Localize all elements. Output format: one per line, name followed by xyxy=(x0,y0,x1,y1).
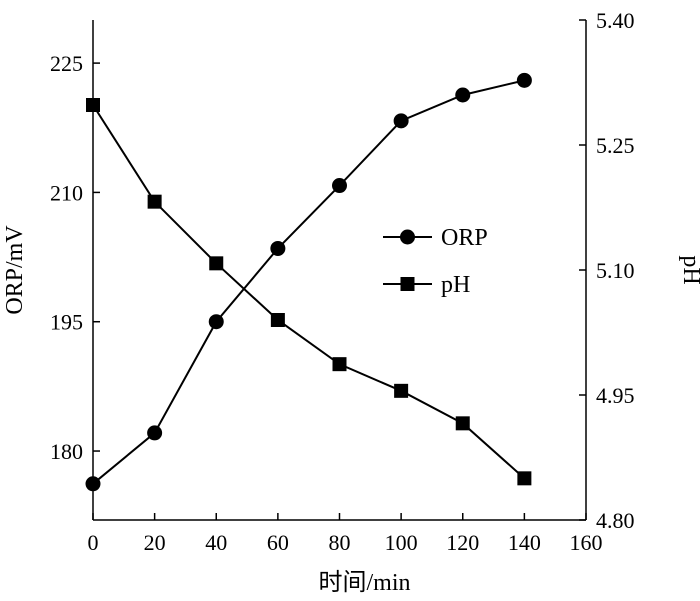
ph-point xyxy=(455,416,470,431)
right-y-tick-label: 4.95 xyxy=(596,383,635,408)
orp-point xyxy=(393,113,409,129)
right-y-tick-label: 5.40 xyxy=(596,8,635,33)
series-line-ph xyxy=(92,104,526,480)
right-y-tick-label: 5.10 xyxy=(596,258,635,283)
ph-point xyxy=(209,256,224,271)
x-tick-label: 0 xyxy=(88,530,99,555)
ph-point xyxy=(394,383,409,398)
x-tick-label: 100 xyxy=(385,530,418,555)
left-y-tick-label: 195 xyxy=(50,310,83,335)
tick-labels: 0 20 40 60 80 100 120 140 160 180 195 210 225 4.80 4.9… xyxy=(50,8,635,555)
ph-point xyxy=(270,313,285,327)
tick-marks xyxy=(92,19,587,521)
ph-point xyxy=(86,98,100,112)
legend-label: ORP xyxy=(441,225,488,251)
x-tick-label: 60 xyxy=(267,530,289,555)
x-tick-label: 20 xyxy=(144,530,166,555)
ph-point xyxy=(147,194,162,209)
series-ph xyxy=(86,98,532,486)
legend-item-orp: ORP xyxy=(383,225,488,251)
series-layer xyxy=(85,72,532,492)
orp-point xyxy=(455,87,471,103)
orp-point xyxy=(270,240,286,256)
ph-point xyxy=(517,471,532,486)
ph-point xyxy=(332,357,347,372)
legend-square-marker xyxy=(400,277,415,291)
orp-point xyxy=(208,314,224,330)
right-y-tick-label: 4.80 xyxy=(596,508,635,533)
x-axis-title: 时间/min xyxy=(318,569,410,596)
x-tick-label: 80 xyxy=(329,530,351,555)
x-tick-label: 140 xyxy=(508,530,541,555)
right-y-axis-title: pH xyxy=(678,255,700,284)
orp-point xyxy=(516,72,532,88)
left-y-tick-label: 180 xyxy=(50,439,83,464)
series-line-orp xyxy=(92,79,525,485)
legend-circle-marker xyxy=(400,229,415,245)
x-tick-label: 40 xyxy=(205,530,227,555)
legend: ORP pH xyxy=(383,225,488,298)
plot-frame xyxy=(92,20,587,521)
x-tick-label: 120 xyxy=(446,530,479,555)
legend-item-ph: pH xyxy=(383,272,470,298)
right-y-tick-label: 5.25 xyxy=(596,133,635,158)
x-tick-label: 160 xyxy=(570,530,603,555)
orp-point xyxy=(147,425,163,441)
orp-point xyxy=(85,476,101,492)
left-y-tick-label: 225 xyxy=(50,51,83,76)
series-orp xyxy=(85,72,532,492)
left-y-tick-label: 210 xyxy=(50,180,83,205)
orp-point xyxy=(332,178,347,194)
legend-label: pH xyxy=(441,272,470,298)
left-y-axis-title: ORP/mV xyxy=(2,225,28,315)
